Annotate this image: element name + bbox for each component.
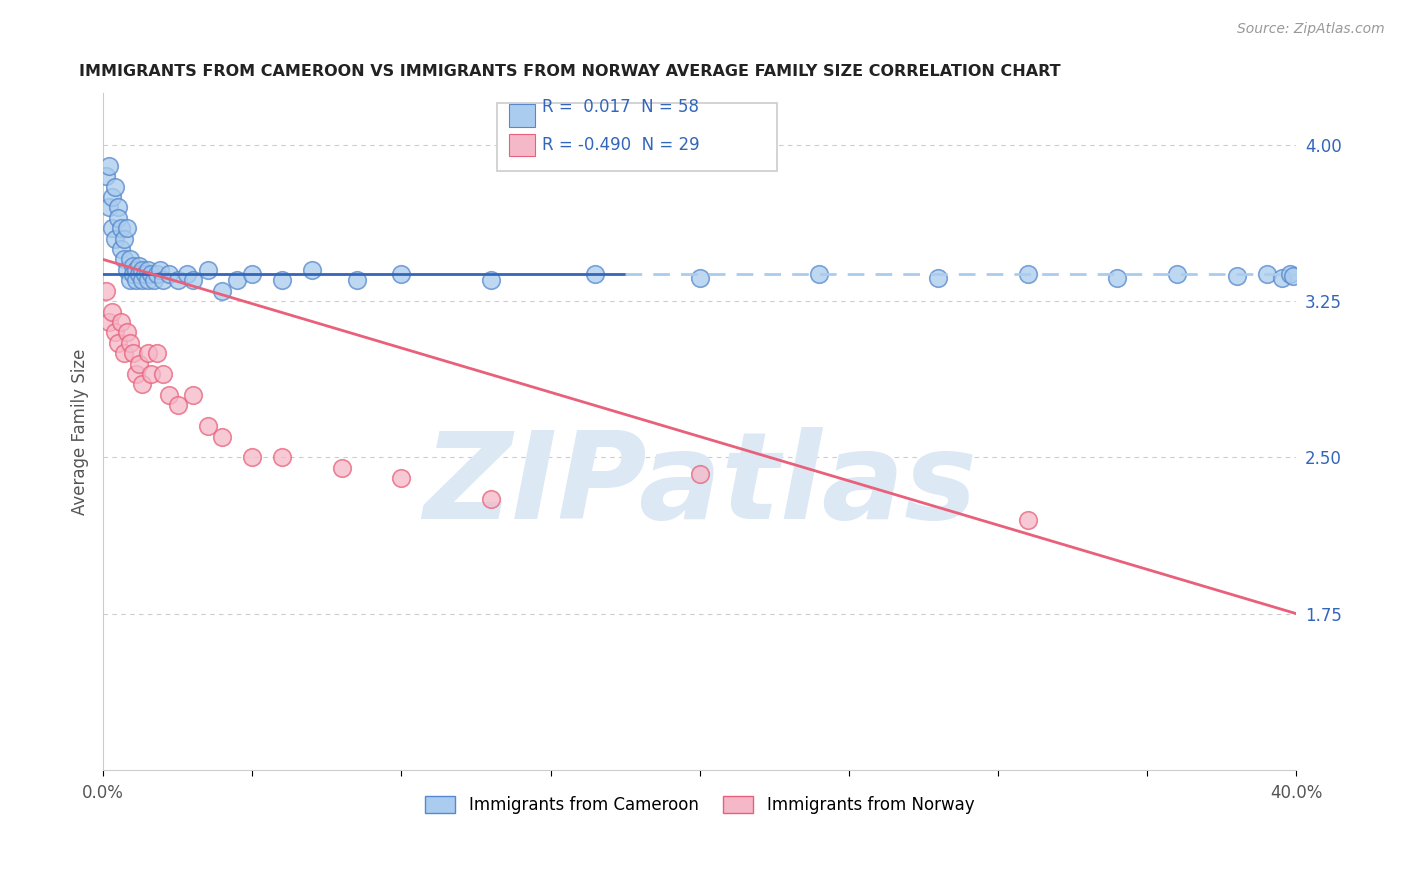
Point <box>94 169 117 183</box>
Point <box>479 273 502 287</box>
Point <box>110 242 132 256</box>
Text: R =  0.017  N = 58: R = 0.017 N = 58 <box>543 98 699 116</box>
Point <box>1256 267 1278 281</box>
Point <box>94 284 117 298</box>
Point <box>104 179 127 194</box>
Point <box>98 159 121 173</box>
Point <box>122 259 145 273</box>
Point <box>115 221 138 235</box>
Text: Source: ZipAtlas.com: Source: ZipAtlas.com <box>1237 22 1385 37</box>
Point <box>166 273 188 287</box>
Point <box>98 200 121 214</box>
Point <box>181 273 204 287</box>
Point <box>101 221 124 235</box>
Point <box>330 460 353 475</box>
Point <box>128 357 150 371</box>
Point <box>226 273 249 287</box>
Point <box>1017 513 1039 527</box>
Point <box>197 263 219 277</box>
Point <box>240 450 263 465</box>
Point <box>157 388 180 402</box>
Point <box>1282 269 1305 284</box>
FancyBboxPatch shape <box>509 104 536 127</box>
Point <box>301 263 323 277</box>
Point <box>107 200 129 214</box>
Point <box>689 271 711 285</box>
Point <box>211 284 233 298</box>
Point <box>1226 269 1249 284</box>
Point <box>146 267 169 281</box>
Point <box>146 346 169 360</box>
Point <box>112 346 135 360</box>
Point <box>112 252 135 267</box>
Point <box>118 252 141 267</box>
Point <box>136 263 159 277</box>
Point <box>107 335 129 350</box>
Point <box>391 471 413 485</box>
Point <box>271 273 294 287</box>
Point <box>689 467 711 481</box>
Point <box>583 267 606 281</box>
Point <box>152 273 174 287</box>
Point <box>115 263 138 277</box>
FancyBboxPatch shape <box>496 103 778 170</box>
Point <box>139 367 162 381</box>
Point <box>211 429 233 443</box>
Point <box>131 273 153 287</box>
Point <box>391 267 413 281</box>
Point <box>1017 267 1039 281</box>
Point <box>125 263 148 277</box>
Point <box>110 315 132 329</box>
Point <box>197 419 219 434</box>
Point <box>166 398 188 412</box>
Point <box>125 367 148 381</box>
Point <box>118 335 141 350</box>
Point <box>1166 267 1188 281</box>
Text: IMMIGRANTS FROM CAMEROON VS IMMIGRANTS FROM NORWAY AVERAGE FAMILY SIZE CORRELATI: IMMIGRANTS FROM CAMEROON VS IMMIGRANTS F… <box>79 64 1062 79</box>
Point <box>181 388 204 402</box>
Point <box>808 267 831 281</box>
Point <box>1270 271 1292 285</box>
Point <box>112 231 135 245</box>
Point <box>346 273 368 287</box>
Point <box>128 267 150 281</box>
Point <box>136 346 159 360</box>
Point <box>142 273 165 287</box>
Point <box>128 259 150 273</box>
Point <box>115 326 138 340</box>
Point <box>927 271 949 285</box>
Point <box>131 377 153 392</box>
Point <box>271 450 294 465</box>
Point <box>1279 267 1302 281</box>
Point <box>152 367 174 381</box>
Point <box>122 346 145 360</box>
Point <box>110 221 132 235</box>
Point <box>134 267 156 281</box>
Point <box>125 273 148 287</box>
Point <box>176 267 198 281</box>
Point <box>131 263 153 277</box>
Point <box>98 315 121 329</box>
Text: ZIPatlas: ZIPatlas <box>423 427 977 544</box>
Point <box>122 267 145 281</box>
Point <box>479 492 502 507</box>
FancyBboxPatch shape <box>509 134 536 156</box>
Point <box>118 273 141 287</box>
Point <box>1107 271 1129 285</box>
Point <box>139 267 162 281</box>
Point <box>107 211 129 225</box>
Y-axis label: Average Family Size: Average Family Size <box>72 348 89 515</box>
Point <box>101 304 124 318</box>
Point <box>101 190 124 204</box>
Point <box>157 267 180 281</box>
Point <box>136 273 159 287</box>
Point <box>240 267 263 281</box>
Point <box>104 231 127 245</box>
Point <box>104 326 127 340</box>
Legend: Immigrants from Cameroon, Immigrants from Norway: Immigrants from Cameroon, Immigrants fro… <box>416 788 983 822</box>
Point <box>149 263 172 277</box>
Text: R = -0.490  N = 29: R = -0.490 N = 29 <box>543 136 700 154</box>
